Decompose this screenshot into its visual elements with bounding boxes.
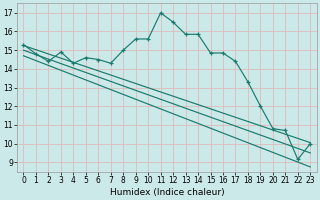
X-axis label: Humidex (Indice chaleur): Humidex (Indice chaleur) <box>109 188 224 197</box>
